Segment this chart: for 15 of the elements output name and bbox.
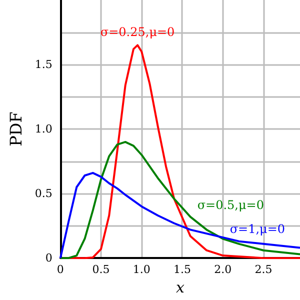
series-label: σ=0.5,μ=0 — [197, 198, 264, 212]
x-tick-label: 1.0 — [132, 263, 150, 276]
y-tick-label: 1.0 — [34, 122, 52, 136]
y-axis-title: PDF — [6, 112, 26, 146]
x-tick-label: 2.0 — [214, 263, 232, 276]
x-tick-label: 0.5 — [92, 263, 110, 276]
series-label: σ=0.25,μ=0 — [100, 25, 175, 40]
x-tick-label: 1.5 — [173, 263, 191, 276]
y-tick-label: 0 — [45, 252, 52, 265]
series-label: σ=1,μ=0 — [230, 222, 286, 236]
y-tick-label: 0.5 — [34, 187, 52, 200]
x-tick-label: 0 — [56, 263, 64, 276]
y-tick-label: 1.5 — [34, 58, 52, 72]
x-tick-label: 2.5 — [254, 263, 272, 276]
x-axis-title: x — [176, 278, 185, 296]
